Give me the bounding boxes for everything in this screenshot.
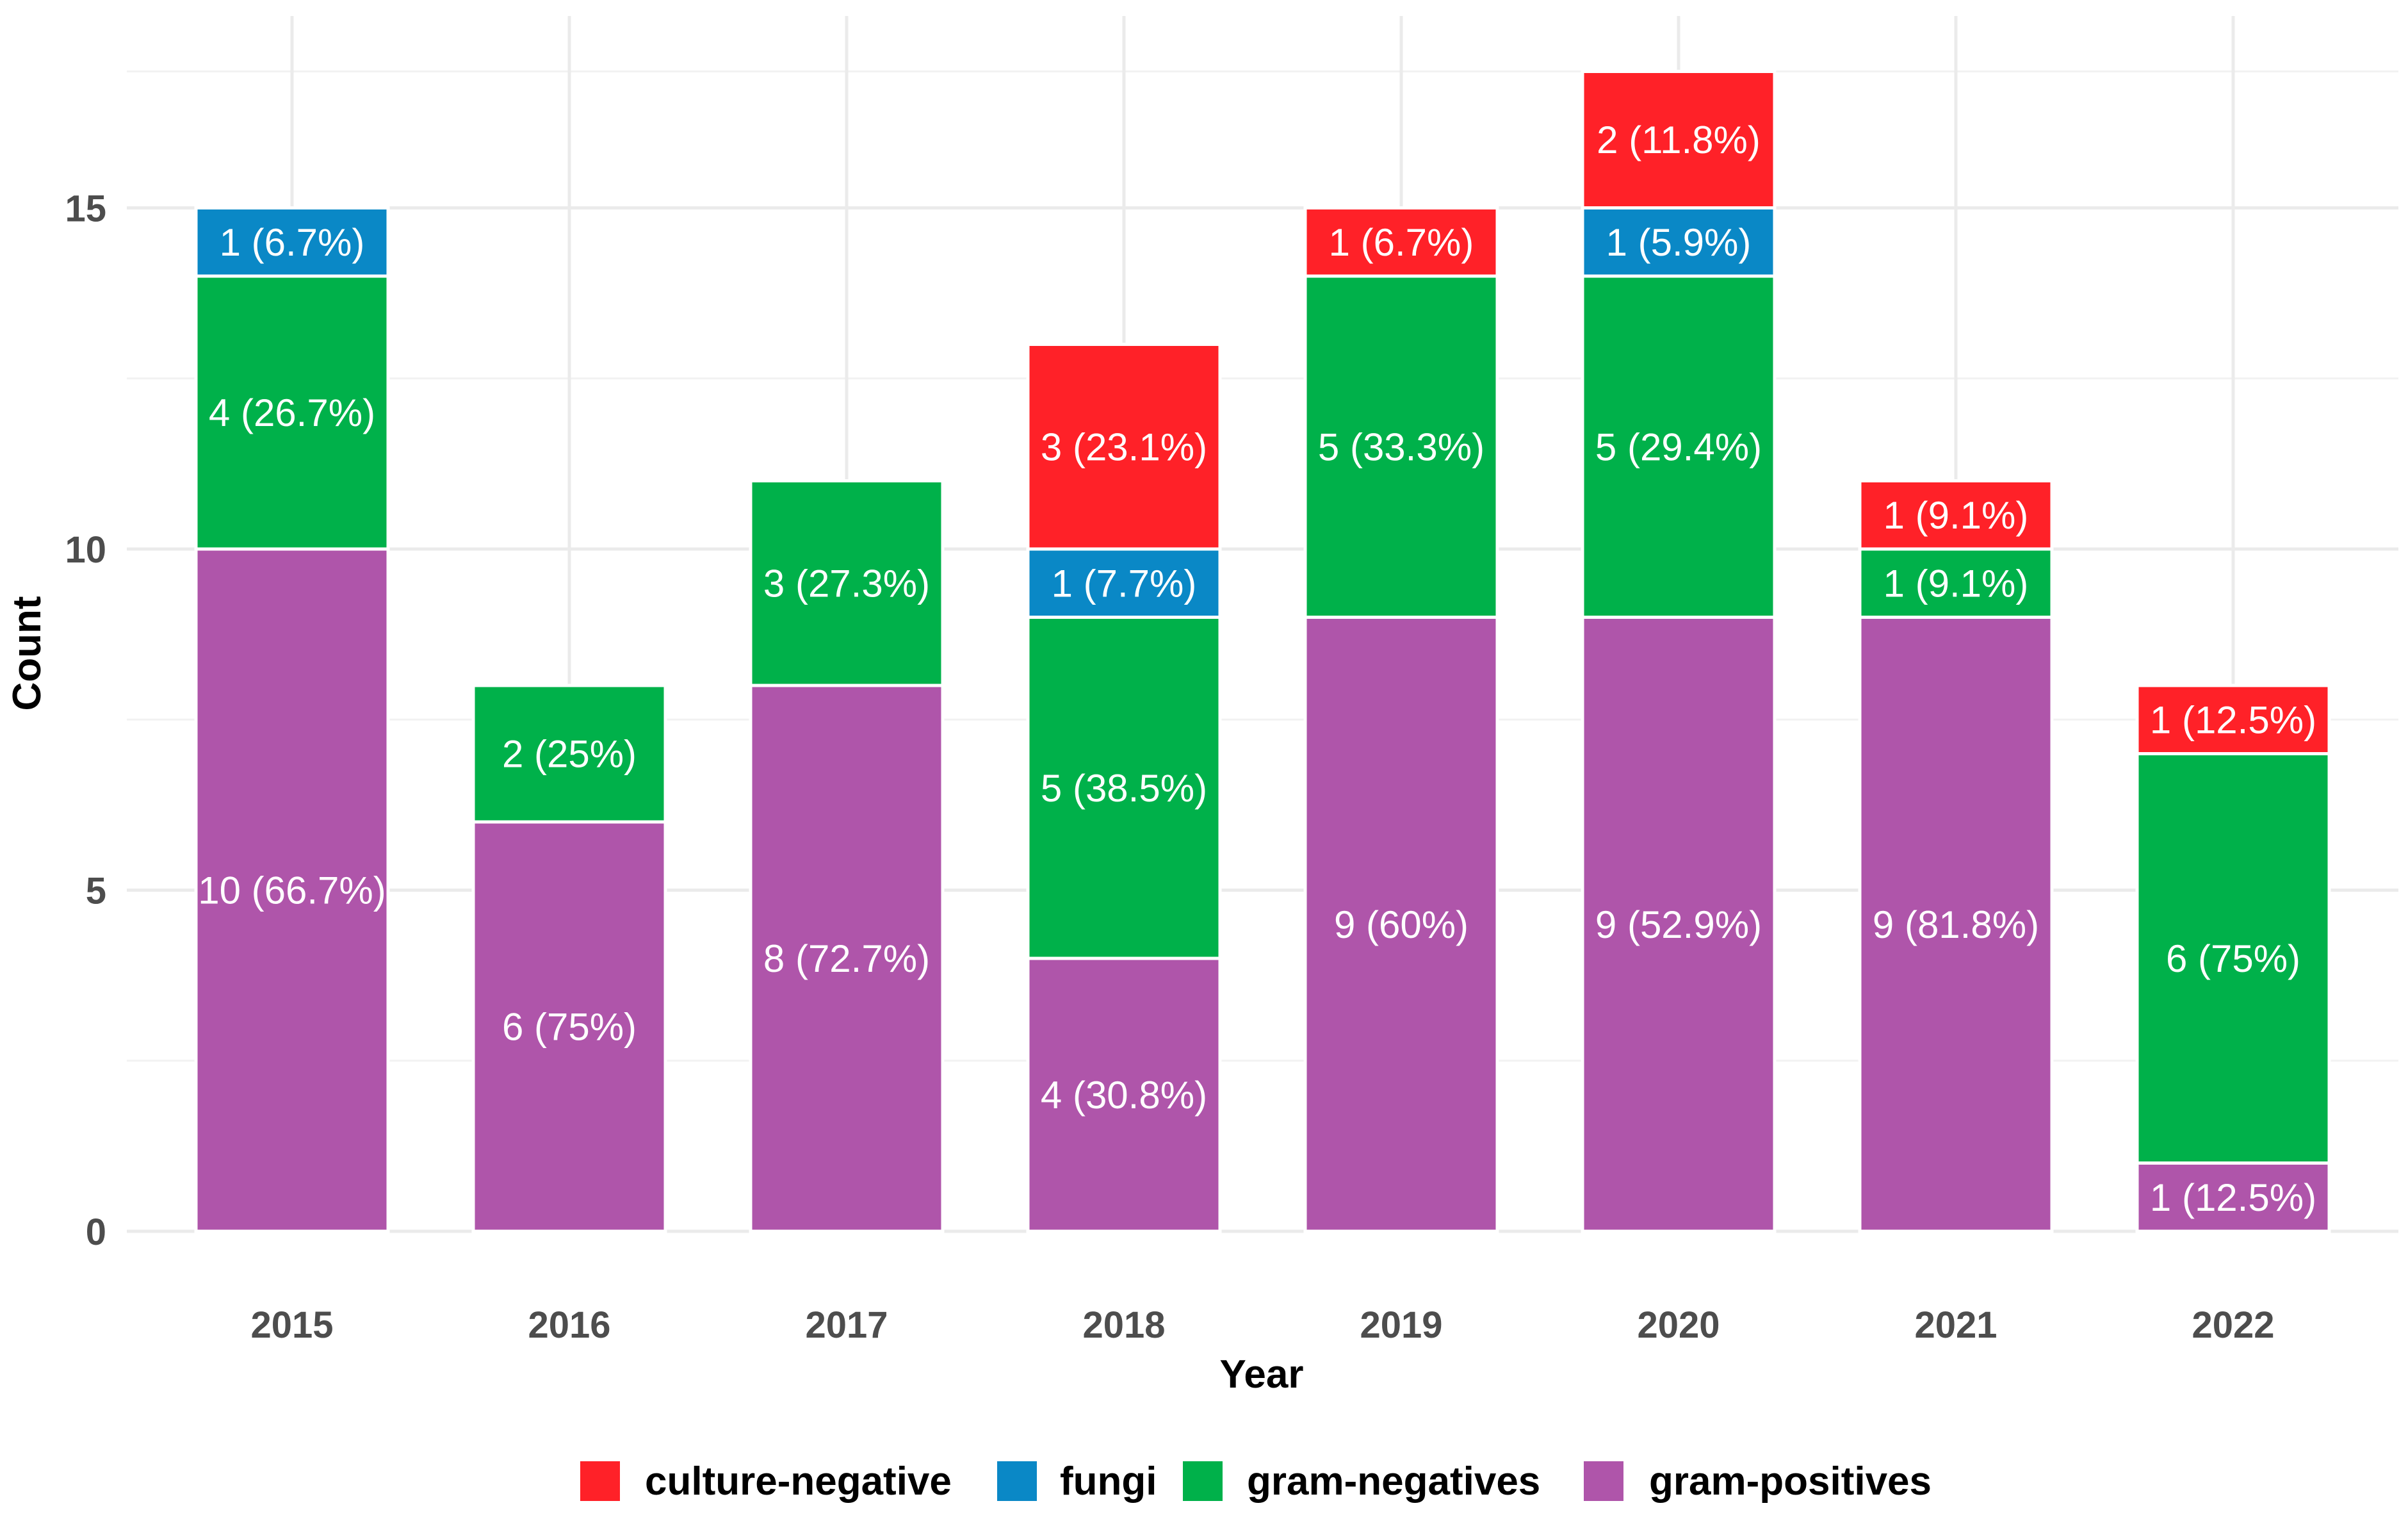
bar-segment-gram-positives-2021 bbox=[1858, 616, 2054, 1233]
legend-swatch-fungi bbox=[997, 1461, 1037, 1501]
legend-label-gram-positives: gram-positives bbox=[1649, 1459, 1932, 1504]
data-label-gram-negatives-2018: 5 (38.5%) bbox=[1041, 767, 1207, 810]
bar-segment-gram-positives-2015 bbox=[194, 547, 390, 1233]
data-label-gram-negatives-2015: 4 (26.7%) bbox=[209, 391, 375, 434]
x-tick-label: 2016 bbox=[528, 1304, 610, 1346]
x-tick-label: 2015 bbox=[250, 1304, 333, 1346]
legend-label-culture-negative: culture-negative bbox=[645, 1459, 952, 1504]
bar-segment-gram-negatives-2015 bbox=[194, 274, 390, 551]
data-label-gram-negatives-2021: 1 (9.1%) bbox=[1883, 562, 2029, 605]
x-tick-label: 2018 bbox=[1082, 1304, 1165, 1346]
bar-segment-gram-negatives-2022 bbox=[2135, 752, 2331, 1165]
y-axis-title: Count bbox=[5, 596, 49, 710]
legend-label-fungi: fungi bbox=[1060, 1459, 1157, 1504]
data-label-culture-negative-2019: 1 (6.7%) bbox=[1329, 221, 1474, 264]
data-label-gram-negatives-2020: 5 (29.4%) bbox=[1595, 425, 1762, 468]
y-tick-label: 10 bbox=[65, 529, 106, 571]
data-label-gram-positives-2019: 9 (60%) bbox=[1334, 903, 1468, 946]
bar-segment-fungi-2020 bbox=[1581, 206, 1777, 278]
x-tick-label: 2020 bbox=[1637, 1304, 1720, 1346]
data-label-fungi-2020: 1 (5.9%) bbox=[1606, 221, 1752, 264]
data-label-gram-positives-2021: 9 (81.8%) bbox=[1873, 903, 2039, 946]
bars bbox=[194, 70, 2331, 1233]
data-label-culture-negative-2021: 1 (9.1%) bbox=[1883, 494, 2029, 537]
axes: 0 5 10 15 2015 2016 2017 2018 2019 2020 2021 2022 bbox=[65, 188, 2274, 1347]
x-tick-label: 2017 bbox=[805, 1304, 888, 1346]
legend-swatch-gram-negatives bbox=[1183, 1461, 1223, 1501]
bar-segment-gram-positives-2017 bbox=[749, 684, 945, 1233]
data-label-gram-positives-2020: 9 (52.9%) bbox=[1595, 903, 1762, 946]
data-label-gram-negatives-2019: 5 (33.3%) bbox=[1318, 425, 1485, 468]
bar-segment-gram-negatives-2016 bbox=[471, 684, 667, 824]
x-tick-label: 2019 bbox=[1360, 1304, 1442, 1346]
bar-segment-gram-positives-2018 bbox=[1026, 956, 1222, 1233]
data-label-fungi-2018: 1 (7.7%) bbox=[1052, 562, 1197, 605]
data-label-gram-negatives-2016: 2 (25%) bbox=[502, 733, 637, 776]
x-axis-title: Year bbox=[1219, 1352, 1303, 1397]
data-label-gram-positives-2016: 6 (75%) bbox=[502, 1006, 637, 1049]
legend-swatch-gram-positives bbox=[1584, 1461, 1623, 1501]
y-tick-label: 15 bbox=[65, 188, 106, 230]
bar-segment-gram-negatives-2017 bbox=[749, 479, 945, 687]
data-label-gram-negatives-2017: 3 (27.3%) bbox=[763, 562, 930, 605]
y-tick-label: 5 bbox=[86, 871, 106, 912]
data-label-culture-negative-2018: 3 (23.1%) bbox=[1041, 425, 1207, 468]
bar-segment-culture-negative-2019 bbox=[1303, 206, 1499, 278]
data-label-gram-positives-2015: 10 (66.7%) bbox=[198, 869, 386, 912]
legend: culture-negative fungi gram-negatives gram-… bbox=[580, 1459, 1932, 1504]
data-label-culture-negative-2022: 1 (12.5%) bbox=[2150, 698, 2316, 741]
data-label-culture-negative-2020: 2 (11.8%) bbox=[1597, 119, 1761, 161]
bar-segment-culture-negative-2022 bbox=[2135, 684, 2331, 755]
x-tick-label: 2022 bbox=[2192, 1304, 2274, 1346]
x-tick-label: 2021 bbox=[1914, 1304, 1997, 1346]
legend-label-gram-negatives: gram-negatives bbox=[1247, 1459, 1540, 1504]
bar-segment-gram-positives-2016 bbox=[471, 820, 667, 1233]
y-tick-label: 0 bbox=[86, 1211, 106, 1253]
bar-segment-labels: 10 (66.7%) 4 (26.7%) 1 (6.7%) 6 (75%) 2 (25%… bbox=[198, 119, 2316, 1219]
data-label-gram-positives-2022: 1 (12.5%) bbox=[2150, 1176, 2316, 1219]
gridlines bbox=[127, 16, 2398, 1233]
bar-segment-culture-negative-2020 bbox=[1581, 70, 1777, 209]
data-label-gram-positives-2018: 4 (30.8%) bbox=[1041, 1074, 1207, 1117]
bar-segment-gram-positives-2019 bbox=[1303, 616, 1499, 1233]
bar-segment-fungi-2015 bbox=[194, 206, 390, 278]
bar-segment-culture-negative-2018 bbox=[1026, 343, 1222, 551]
data-label-gram-positives-2017: 8 (72.7%) bbox=[763, 937, 930, 980]
data-label-fungi-2015: 1 (6.7%) bbox=[220, 221, 365, 264]
bar-segment-gram-negatives-2019 bbox=[1303, 274, 1499, 619]
bar-segment-gram-negatives-2018 bbox=[1026, 616, 1222, 960]
bar-segment-culture-negative-2021 bbox=[1858, 479, 2054, 551]
data-label-gram-negatives-2022: 6 (75%) bbox=[2166, 937, 2300, 980]
bar-segment-gram-negatives-2020 bbox=[1581, 274, 1777, 619]
bar-segment-gram-positives-2020 bbox=[1581, 616, 1777, 1233]
bar-segment-fungi-2018 bbox=[1026, 547, 1222, 619]
legend-swatch-culture-negative bbox=[580, 1461, 620, 1501]
